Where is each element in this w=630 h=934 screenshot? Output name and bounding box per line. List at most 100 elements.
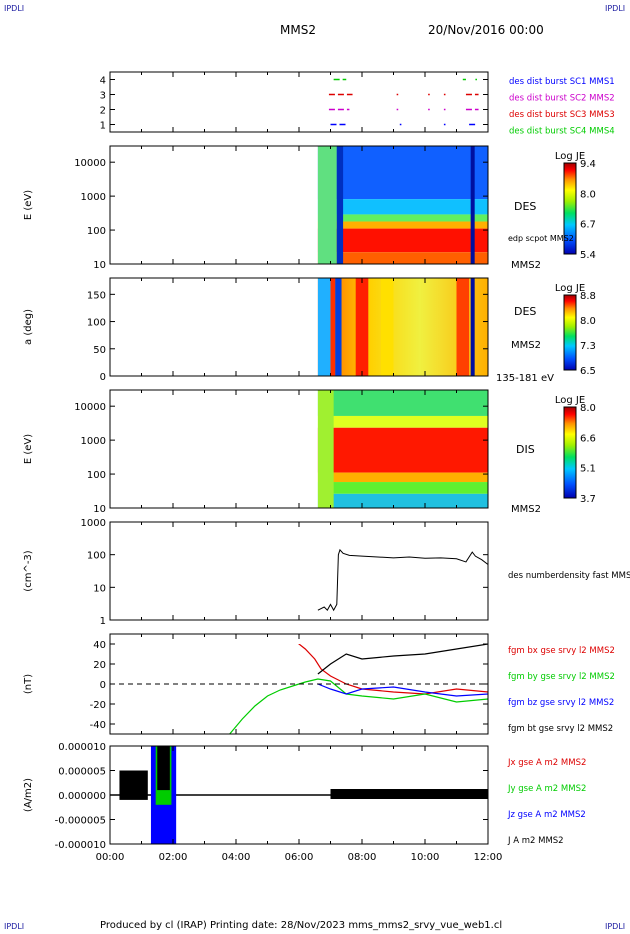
y-tick-label: 3 bbox=[100, 91, 106, 102]
des-energy-colorbar bbox=[563, 162, 577, 255]
series-label: Jz gse A m2 MMS2 bbox=[507, 810, 586, 820]
y-tick-label: 0 bbox=[100, 680, 106, 691]
y-axis-label: E (eV) bbox=[23, 190, 34, 220]
dis-energy-spectrum bbox=[317, 472, 488, 483]
spacecraft-title: MMS2 bbox=[280, 23, 316, 37]
colorbar-title: Log JE bbox=[555, 283, 585, 294]
des-energy-spectrum bbox=[317, 228, 488, 253]
field-line bbox=[317, 683, 488, 697]
current-burst-region bbox=[157, 746, 170, 791]
y-axis-label: (nT) bbox=[23, 674, 34, 694]
current-density-series bbox=[110, 746, 488, 844]
des-pitch-spectrum bbox=[335, 278, 342, 376]
des-energy-spectrum bbox=[317, 214, 488, 222]
spacecraft-label: MMS2 bbox=[511, 260, 541, 271]
colorbar-tick-label: 8.0 bbox=[580, 316, 596, 327]
y-axis-label: (cm^-3) bbox=[23, 550, 34, 591]
colorbar-tick-label: 6.7 bbox=[580, 220, 596, 231]
y-tick-label: 2 bbox=[100, 106, 106, 117]
y-tick-label: 0 bbox=[100, 372, 106, 383]
summary-plot: 1 2 3 4 des dist burst SC1 MMS1 des dist burs… bbox=[23, 71, 630, 863]
dis-energy-spectrum bbox=[317, 415, 488, 428]
des-energy-spectrum bbox=[317, 252, 488, 264]
series-label: J A m2 MMS2 bbox=[507, 836, 564, 846]
y-tick-label: 10 bbox=[93, 260, 106, 271]
magnetic-field-series bbox=[229, 644, 488, 734]
des-energy-spectrum bbox=[317, 146, 488, 200]
dis-energy-spectrum bbox=[317, 390, 334, 508]
colorbar-tick-label: 5.1 bbox=[580, 464, 596, 475]
x-tick-label: 12:00 bbox=[474, 852, 503, 863]
y-tick-label: 1000 bbox=[81, 518, 106, 529]
dis-energy-colorbar bbox=[563, 406, 577, 499]
y-tick-label: 4 bbox=[100, 76, 106, 87]
y-tick-label: -0.000010 bbox=[55, 840, 106, 851]
energy-range-label: 135-181 eV bbox=[496, 373, 554, 384]
field-line bbox=[298, 644, 488, 695]
y-tick-label: 10000 bbox=[74, 158, 106, 169]
field-line bbox=[317, 644, 488, 675]
y-tick-label: 0.000010 bbox=[58, 742, 106, 753]
y-axis-label: a (deg) bbox=[23, 309, 34, 345]
burst-legend-label: des dist burst SC3 MMS3 bbox=[509, 110, 615, 120]
colorbar-tick-label: 8.8 bbox=[580, 291, 596, 302]
des-pitch-spectrum bbox=[470, 278, 475, 376]
y-tick-label: 10 bbox=[93, 583, 106, 594]
x-tick-label: 02:00 bbox=[159, 852, 188, 863]
colorbar-tick-label: 9.4 bbox=[580, 159, 596, 170]
burst-panel-frame bbox=[109, 71, 489, 133]
y-tick-label: -0.000005 bbox=[55, 816, 106, 827]
burst-legend-label: des dist burst SC4 MMS4 bbox=[509, 127, 615, 137]
x-tick-label: 00:00 bbox=[96, 852, 125, 863]
y-tick-label: 1000 bbox=[81, 192, 106, 203]
des-pitch-spectrum bbox=[456, 278, 470, 376]
corner-label-bottom-right: IPDLI bbox=[605, 922, 626, 931]
colorbar-tick-label: 5.4 bbox=[580, 250, 596, 261]
y-tick-label: 100 bbox=[87, 226, 106, 237]
density-line bbox=[317, 548, 489, 612]
corner-label-top-left: IPDLI bbox=[4, 4, 25, 13]
field-line bbox=[229, 678, 488, 734]
y-tick-label: 10000 bbox=[74, 402, 106, 413]
colorbar-tick-label: 6.5 bbox=[580, 366, 596, 377]
current-burst-region bbox=[119, 770, 148, 800]
y-tick-label: 100 bbox=[87, 318, 106, 329]
des-energy-spectrum bbox=[317, 146, 337, 264]
y-tick-label: 1 bbox=[100, 121, 106, 132]
series-label: fgm by gse srvy l2 MMS2 bbox=[508, 672, 615, 682]
dis-energy-spectrum bbox=[317, 390, 488, 416]
y-tick-label: 0.000000 bbox=[58, 791, 106, 802]
series-label: fgm bz gse srvy l2 MMS2 bbox=[508, 698, 614, 708]
y-tick-label: 40 bbox=[93, 640, 106, 651]
spacecraft-label: MMS2 bbox=[511, 504, 541, 515]
y-tick-label: 0.000005 bbox=[58, 767, 106, 778]
overlay-label: edp scpot MMS2 bbox=[508, 234, 574, 243]
series-label: Jy gse A m2 MMS2 bbox=[507, 784, 586, 794]
y-tick-label: 1 bbox=[100, 616, 106, 627]
y-tick-label: 20 bbox=[93, 660, 106, 671]
spacecraft-label: MMS2 bbox=[511, 340, 541, 351]
datetime-title: 20/Nov/2016 00:00 bbox=[428, 23, 544, 37]
des-energy-spectrum bbox=[317, 199, 488, 215]
des-energy-spectrum bbox=[470, 146, 475, 264]
y-tick-label: 10 bbox=[93, 504, 106, 515]
dis-energy-spectrum bbox=[317, 427, 488, 473]
y-tick-label: 1000 bbox=[81, 436, 106, 447]
des-pitch-spectrum bbox=[317, 278, 331, 376]
y-axis-label: (A/m2) bbox=[23, 778, 34, 812]
density-frame bbox=[109, 521, 489, 621]
x-tick-label: 04:00 bbox=[222, 852, 251, 863]
x-tick-label: 06:00 bbox=[285, 852, 314, 863]
y-axis-label: E (eV) bbox=[23, 434, 34, 464]
des-energy-spectrum bbox=[317, 221, 488, 229]
des-energy-spectrum bbox=[336, 146, 344, 264]
footer-credit: Produced by cl (IRAP) Printing date: 28/… bbox=[100, 920, 503, 931]
des-pitch-spectrum bbox=[380, 278, 394, 376]
des-pitch-colorbar bbox=[563, 294, 577, 371]
y-tick-label: 50 bbox=[93, 345, 106, 356]
instrument-label: DIS bbox=[516, 443, 535, 456]
corner-label-bottom-left: IPDLI bbox=[4, 922, 25, 931]
x-tick-label: 08:00 bbox=[348, 852, 377, 863]
y-tick-label: 150 bbox=[87, 290, 106, 301]
y-tick-label: -40 bbox=[90, 720, 106, 731]
